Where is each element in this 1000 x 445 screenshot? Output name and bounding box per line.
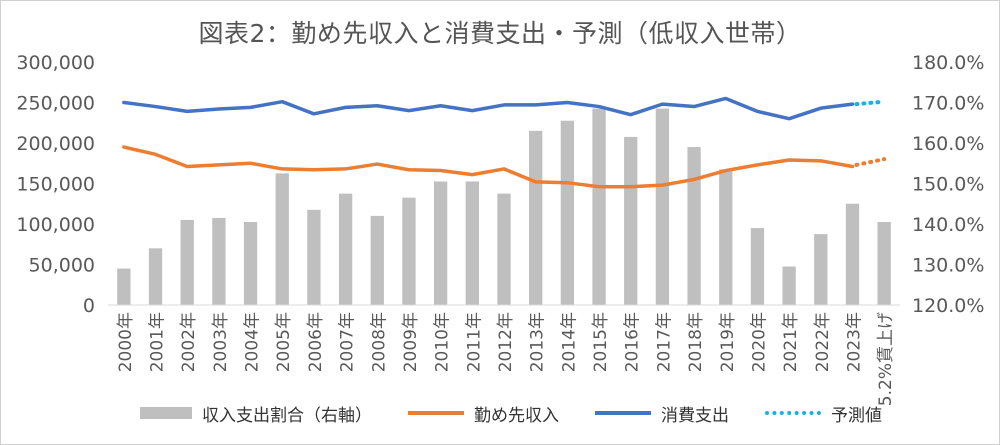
bar-19 [719,169,733,305]
bar-12 [497,193,511,305]
legend-label-income: 勤め先収入 [474,405,559,426]
legend-item-spending: 消費支出 [595,401,729,426]
legend-swatch-income [408,411,464,415]
category-label: 2021年 [781,312,801,372]
forecast-segment-1 [854,157,887,167]
left-tick-label: 200,000 [16,133,95,155]
legend-label-forecast: 予測値 [831,405,882,426]
right-tick-label: 160.0% [912,133,984,155]
bar-22 [814,234,828,305]
category-label: 2006年 [306,312,326,372]
bar-1 [148,248,163,305]
category-label: 2005年 [274,312,294,372]
income-line [122,145,855,189]
right-tick-label: 150.0% [912,174,984,196]
bar-18 [687,147,701,305]
bar-5 [275,173,289,305]
right-tick-label: 170.0% [912,93,984,115]
right-tick-label: 120.0% [912,295,984,317]
bar-20 [750,228,765,305]
bar-14 [560,120,575,305]
bar-16 [624,136,638,305]
forecast-segment-0 [854,99,887,107]
category-label: 2002年 [179,312,199,372]
category-label: 2018年 [686,312,706,372]
legend-label-spending: 消費支出 [661,405,729,426]
bar-11 [465,181,479,305]
legend: 収入支出割合（右軸） 勤め先収入 消費支出 予測値 [140,400,882,426]
category-label: 2016年 [623,312,643,372]
bar-3 [212,217,226,305]
category-label: 2012年 [496,312,516,372]
right-tick-label: 140.0% [912,214,984,236]
category-label: 2023年 [844,312,864,372]
category-label: 2019年 [718,312,738,372]
bar-23 [845,203,860,305]
category-label: 2007年 [338,312,358,372]
left-tick-label: 50,000 [29,255,95,277]
left-tick-label: 300,000 [16,52,95,74]
bar-10 [433,181,448,305]
category-label: 2022年 [813,312,833,372]
category-label: 2013年 [528,312,548,372]
category-label: 2008年 [369,312,389,372]
legend-swatch-bars [140,407,192,419]
category-label: 2000年 [116,312,136,372]
right-tick-label: 130.0% [912,255,984,277]
bar-7 [338,193,353,305]
category-label: 2004年 [243,312,263,372]
category-label: 2014年 [559,312,579,372]
left-tick-label: 0 [83,295,95,317]
category-label: 2001年 [148,312,168,372]
left-tick-label: 150,000 [16,174,95,196]
legend-item-forecast: 予測値 [765,401,882,426]
category-label: 5.2%賃上げ [876,312,896,406]
bar-6 [307,209,321,305]
category-label: 2011年 [464,312,484,372]
bar-24 [877,221,891,305]
bar-4 [243,221,258,305]
legend-swatch-spending [595,411,651,415]
category-label: 2015年 [591,312,611,372]
spending-line [122,96,855,121]
bar-17 [655,108,670,305]
bar-9 [402,197,416,305]
category-label: 2020年 [749,312,769,372]
legend-swatch-forecast [765,411,821,415]
category-label: 2010年 [433,312,453,372]
legend-item-bars: 収入支出割合（右軸） [140,401,372,426]
category-label: 2009年 [401,312,421,372]
chart-title: 図表2：勤め先収入と消費支出・予測（低収入世帯） [198,19,802,48]
legend-item-income: 勤め先収入 [408,401,559,426]
bar-13 [529,130,543,305]
category-label: 2003年 [211,312,231,372]
bar-2 [180,219,194,305]
bar-0 [117,268,131,305]
bar-8 [370,215,384,305]
bar-21 [782,266,796,305]
bar-15 [592,108,606,305]
legend-label-bars: 収入支出割合（右軸） [202,405,372,426]
left-tick-label: 250,000 [16,93,95,115]
left-tick-label: 100,000 [16,214,95,236]
category-label: 2017年 [654,312,674,372]
right-tick-label: 180.0% [912,52,984,74]
